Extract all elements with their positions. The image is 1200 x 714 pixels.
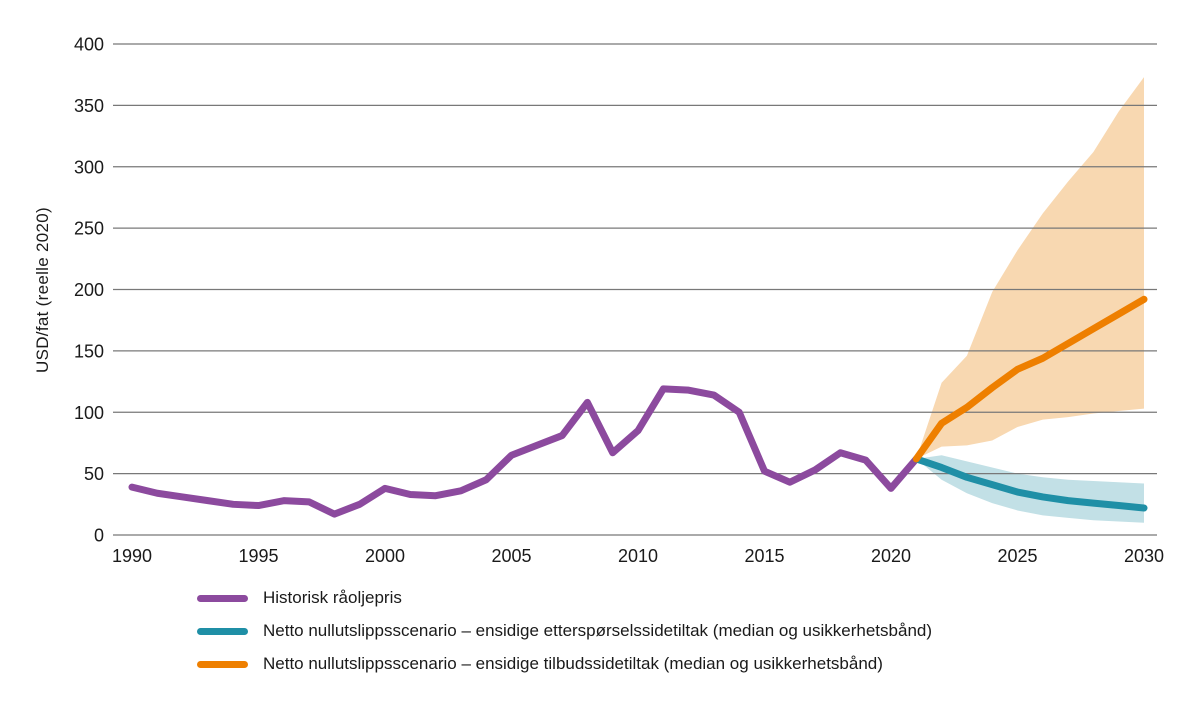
x-tick-label-2015: 2015 [744, 546, 784, 566]
x-tick-label-2010: 2010 [618, 546, 658, 566]
y-tick-label-50: 50 [84, 464, 104, 484]
y-tick-label-150: 150 [74, 341, 104, 361]
x-tick-label-2020: 2020 [871, 546, 911, 566]
x-tick-label-2025: 2025 [997, 546, 1037, 566]
series-lines [128, 295, 1148, 518]
x-tick-label-1990: 1990 [112, 546, 152, 566]
legend: Historisk råoljepris Netto nullutslippss… [197, 588, 932, 687]
y-axis-title: USD/fat (reelle 2020) [33, 207, 52, 373]
legend-label-supply-side: Netto nullutslippsscenario – ensidige ti… [263, 654, 883, 673]
x-tick-label-1995: 1995 [238, 546, 278, 566]
y-tick-label-200: 200 [74, 280, 104, 300]
y-axis-tick-labels: 0 50 100 150 200 250 300 350 400 [74, 35, 104, 546]
y-tick-label-350: 350 [74, 96, 104, 116]
x-tick-label-2000: 2000 [365, 546, 405, 566]
uncertainty-bands [916, 77, 1144, 523]
nze-tilbudssidetiltak-band [916, 77, 1144, 459]
historisk-raoljepris-line [128, 385, 920, 518]
y-tick-label-0: 0 [94, 526, 104, 546]
legend-swatch-historical-icon [197, 594, 248, 602]
legend-item-supply-side: Netto nullutslippsscenario – ensidige ti… [197, 654, 932, 674]
x-tick-label-2030: 2030 [1124, 546, 1164, 566]
y-tick-label-100: 100 [74, 403, 104, 423]
x-tick-label-2005: 2005 [491, 546, 531, 566]
nze-ettersporselssidetiltak-line [912, 455, 1148, 512]
nze-ettersporselssidetiltak-band [916, 455, 1144, 523]
y-tick-label-250: 250 [74, 219, 104, 239]
y-tick-label-400: 400 [74, 35, 104, 55]
x-axis-tick-labels: 1990 1995 2000 2005 2010 2015 2020 2025 2030 [112, 546, 1164, 566]
legend-label-demand-side: Netto nullutslippsscenario – ensidige et… [263, 621, 933, 640]
gridlines [113, 43, 1157, 536]
legend-item-demand-side: Netto nullutslippsscenario – ensidige et… [197, 621, 932, 641]
legend-swatch-supply-side-icon [197, 660, 248, 668]
legend-swatch-demand-side-icon [197, 627, 248, 635]
y-tick-label-300: 300 [74, 157, 104, 177]
legend-item-historical: Historisk råoljepris [197, 588, 932, 608]
nze-tilbudssidetiltak-line [912, 295, 1148, 463]
legend-label-historical: Historisk råoljepris [263, 588, 402, 607]
